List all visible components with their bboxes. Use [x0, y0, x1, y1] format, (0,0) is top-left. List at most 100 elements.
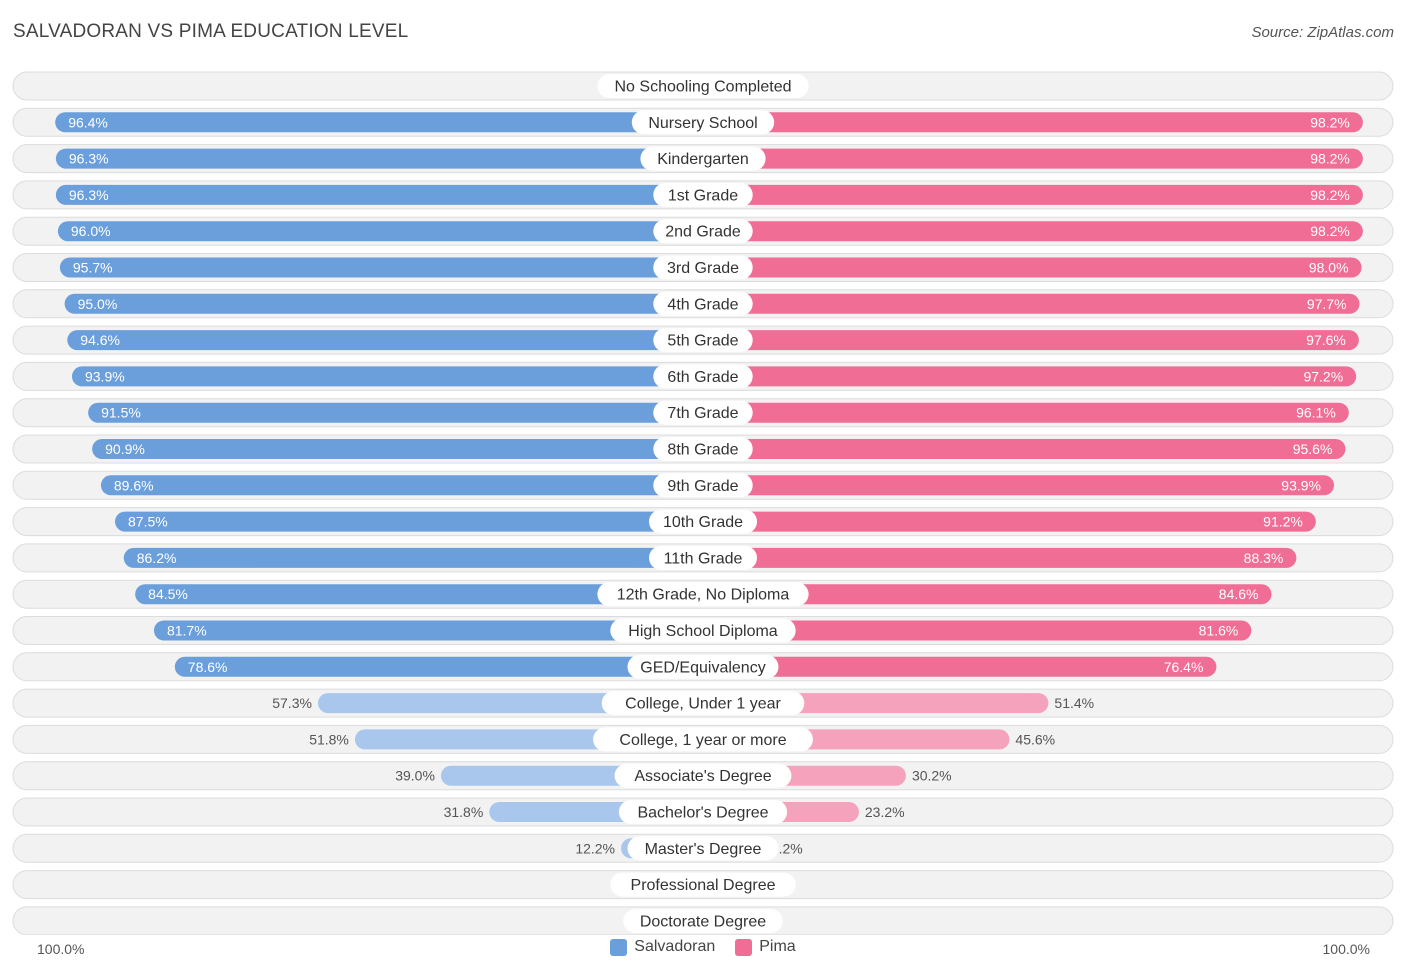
bar-pima	[703, 402, 1349, 423]
value-label-pima: 97.6%	[1306, 332, 1346, 348]
bar-salvadoran	[57, 221, 703, 242]
category-pill	[618, 800, 788, 824]
category-label: 4th Grade	[667, 296, 738, 313]
category-pill	[610, 618, 796, 643]
value-label-salvadoran: 51.8%	[309, 731, 349, 747]
category-pill	[614, 763, 792, 788]
value-label-pima: 91.2%	[1263, 514, 1303, 530]
value-label-salvadoran: 31.8%	[444, 804, 484, 820]
bar-pima	[703, 366, 1357, 387]
category-label: 8th Grade	[667, 442, 738, 459]
value-label-salvadoran: 96.4%	[68, 114, 108, 130]
row-5: 95.7% 98.0% 3rd Grade	[12, 253, 1394, 282]
row-1: 96.4% 98.2% Nursery School	[12, 107, 1394, 137]
category-label: 12th Grade, No Diploma	[617, 587, 790, 604]
category-label: 3rd Grade	[667, 260, 739, 277]
bar-pima	[703, 148, 1363, 169]
value-label-pima: 97.2%	[1303, 368, 1343, 384]
value-label-salvadoran: 96.3%	[69, 187, 109, 203]
bar-salvadoran	[115, 511, 703, 532]
row-4: 96.0% 98.2% 2nd Grade	[12, 216, 1394, 246]
value-label-salvadoran: 95.7%	[73, 260, 113, 276]
category-label: 11th Grade	[664, 550, 743, 567]
value-label-salvadoran: 84.5%	[148, 586, 188, 602]
bar-pima	[703, 257, 1362, 278]
category-label: 10th Grade	[663, 514, 743, 531]
value-label-salvadoran: 57.3%	[272, 695, 312, 711]
bar-salvadoran	[64, 293, 704, 314]
category-label: 9th Grade	[667, 478, 738, 495]
bar-salvadoran	[123, 547, 703, 568]
bar-salvadoran	[59, 257, 704, 278]
category-label: Nursery School	[648, 115, 757, 132]
category-label: 7th Grade	[667, 405, 738, 422]
bar-salvadoran	[153, 620, 703, 641]
category-pill	[623, 908, 783, 933]
category-pill	[653, 364, 753, 389]
category-pill	[653, 255, 753, 280]
category-pill	[653, 400, 753, 425]
category-pill	[627, 836, 779, 861]
category-pill	[653, 219, 753, 244]
bar-salvadoran	[71, 366, 703, 387]
legend-label-salvadoran: Salvadoran	[634, 938, 716, 955]
bar-pima	[703, 656, 1217, 677]
bar-salvadoran	[92, 439, 704, 459]
row-11: 89.6% 93.9% 9th Grade	[12, 470, 1394, 500]
category-pill	[640, 146, 766, 171]
category-label: College, 1 year or more	[619, 732, 786, 749]
legend-swatch-salvadoran	[610, 938, 628, 956]
bar-salvadoran	[55, 112, 703, 133]
value-label-pima: 23.2%	[865, 804, 905, 820]
row-8: 93.9% 97.2% 6th Grade	[12, 361, 1394, 391]
bar-pima	[703, 620, 1252, 641]
row-20: 31.8% 23.2% Bachelor's Degree	[12, 797, 1394, 827]
legend: Salvadoran Pima	[0, 938, 1406, 956]
row-2: 96.3% 98.2% Kindergarten	[12, 144, 1394, 174]
legend-item-pima[interactable]: Pima	[735, 938, 796, 956]
value-label-salvadoran: 87.5%	[128, 514, 168, 530]
category-label: Kindergarten	[657, 151, 749, 168]
value-label-salvadoran: 78.6%	[188, 659, 228, 675]
row-9: 91.5% 96.1% 7th Grade	[12, 398, 1394, 428]
value-label-pima: 97.7%	[1307, 296, 1347, 312]
row-10: 90.9% 95.6% 8th Grade	[12, 434, 1394, 464]
category-label: 1st Grade	[668, 187, 738, 204]
value-label-pima: 96.1%	[1296, 405, 1336, 421]
axis-right-label: 100.0%	[1322, 941, 1370, 957]
row-17: 57.3% 51.4% College, Under 1 year	[12, 688, 1394, 718]
bar-salvadoran	[67, 330, 703, 351]
category-label: Professional Degree	[631, 877, 776, 894]
category-pill	[610, 872, 796, 897]
row-14: 84.5% 84.6% 12th Grade, No Diploma	[12, 579, 1394, 609]
value-label-salvadoran: 96.0%	[71, 223, 111, 239]
category-label: Master's Degree	[645, 841, 762, 858]
value-label-pima: 88.3%	[1244, 550, 1284, 566]
value-label-pima: 81.6%	[1199, 623, 1239, 639]
row-6: 95.0% 97.7% 4th Grade	[12, 289, 1394, 319]
value-label-salvadoran: 95.0%	[78, 296, 118, 312]
row-13: 86.2% 88.3% 11th Grade	[12, 543, 1394, 573]
value-label-salvadoran: 39.0%	[395, 768, 435, 784]
bar-pima	[703, 584, 1272, 605]
bar-salvadoran	[135, 584, 703, 605]
value-label-pima: 95.6%	[1293, 441, 1333, 457]
row-16: 78.6% 76.4% GED/Equivalency	[12, 652, 1394, 682]
row-21: 12.2% 9.2% Master's Degree	[12, 833, 1394, 863]
row-19: 39.0% 30.2% Associate's Degree	[12, 761, 1394, 791]
value-label-salvadoran: 96.3%	[69, 151, 109, 167]
value-label-pima: 51.4%	[1054, 695, 1094, 711]
category-label: 6th Grade	[667, 369, 738, 386]
category-pill	[597, 74, 809, 98]
value-label-pima: 98.2%	[1310, 223, 1350, 239]
row-12: 87.5% 91.2% 10th Grade	[12, 507, 1394, 537]
category-pill	[593, 727, 813, 752]
category-label: 5th Grade	[667, 333, 738, 350]
bar-pima	[703, 293, 1360, 314]
category-pill	[649, 545, 757, 570]
legend-label-pima: Pima	[759, 938, 796, 955]
chart-title: SALVADORAN VS PIMA EDUCATION LEVEL	[13, 21, 409, 42]
legend-item-salvadoran[interactable]: Salvadoran	[610, 938, 715, 956]
category-pill	[627, 654, 779, 679]
bar-salvadoran	[100, 475, 703, 496]
